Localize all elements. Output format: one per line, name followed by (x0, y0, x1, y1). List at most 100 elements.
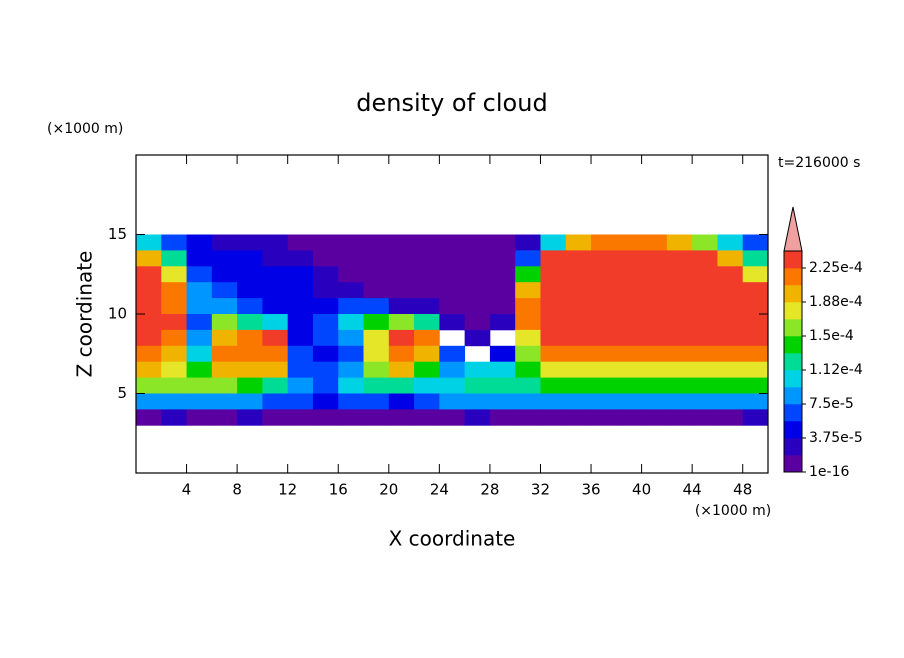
contour-cell (742, 314, 768, 331)
contour-cell (262, 314, 289, 331)
colorbar-tick-label: 3.75e-5 (809, 430, 863, 446)
contour-cell (666, 234, 693, 251)
contour-cell (591, 282, 617, 299)
contour-cell (464, 409, 491, 426)
contour-cell (742, 345, 768, 363)
chart-title: density of cloud (356, 89, 547, 117)
contour-cell (414, 329, 440, 347)
contour-cell (312, 234, 339, 251)
contour-cell (186, 377, 213, 394)
colorbar-tick-label: 1.5e-4 (809, 328, 854, 344)
contour-cell (464, 266, 491, 283)
contour-cell (717, 298, 744, 315)
contour-cell (237, 250, 263, 267)
contour-cell (641, 282, 668, 299)
x-tick-label: 36 (581, 481, 600, 499)
colorbar-band (784, 285, 802, 303)
contour-cell (262, 393, 289, 410)
contour-cell (489, 377, 516, 394)
contour-cell (717, 266, 744, 283)
contour-cell (616, 329, 642, 347)
contour-cell (287, 409, 314, 426)
contour-cell (363, 250, 390, 267)
contour-cell (363, 329, 390, 347)
contour-cell (312, 409, 339, 426)
contour-cell (363, 393, 390, 410)
contour-cell (666, 329, 693, 347)
contour-cell (565, 377, 592, 394)
colorbar-band (784, 268, 802, 286)
contour-cell (262, 377, 289, 394)
contour-cell (287, 250, 314, 267)
y-tick-label: 15 (108, 225, 127, 243)
contour-cell (742, 282, 768, 299)
x-tick-label: 12 (278, 481, 297, 499)
contour-cell (641, 377, 668, 394)
contour-cell (186, 314, 213, 331)
contour-cell (540, 298, 567, 315)
contour-cell (388, 266, 415, 283)
contour-cell (464, 377, 491, 394)
contour-cell (388, 329, 415, 347)
contour-cell (591, 298, 617, 315)
contour-cell (414, 266, 440, 283)
contour-cell (388, 377, 415, 394)
contour-cell (717, 234, 744, 251)
contour-cell (338, 314, 364, 331)
contour-cell (464, 282, 491, 299)
contour-cell (186, 409, 213, 426)
colorbar: 1e-16 3.75e-5 7.5e-5 1.12e-4 1.5e-4 1.88e-4 2.… (783, 206, 863, 480)
contour-cell (692, 393, 718, 410)
x-tick-label: 16 (329, 481, 348, 499)
colorbar-band (784, 319, 802, 337)
colorbar-band (784, 404, 802, 422)
contour-cell (388, 314, 415, 331)
contour-cell (414, 250, 440, 267)
contour-cell (591, 329, 617, 347)
contour-field (136, 234, 768, 426)
contour-cell (388, 282, 415, 299)
contour-cell (464, 393, 491, 410)
colorbar-band (784, 438, 802, 456)
x-tick-label: 44 (683, 481, 702, 499)
contour-cell (237, 361, 263, 378)
contour-cell (414, 345, 440, 363)
contour-cell (312, 314, 339, 331)
contour-cell (287, 298, 314, 315)
contour-cell (439, 234, 466, 251)
contour-cell (312, 282, 339, 299)
contour-cell (136, 393, 162, 410)
contour-cell (641, 234, 668, 251)
contour-cell (211, 329, 238, 347)
contour-cell (464, 329, 491, 347)
contour-cell (591, 393, 617, 410)
contour-cell (388, 361, 415, 378)
contour-cell (666, 298, 693, 315)
contour-cell (439, 393, 466, 410)
contour-cell (692, 345, 718, 363)
contour-cell (136, 409, 162, 426)
contour-cell (692, 377, 718, 394)
contour-cell (540, 282, 567, 299)
contour-cell (237, 409, 263, 426)
contour-cell (591, 250, 617, 267)
contour-cell (363, 409, 390, 426)
contour-cell (439, 361, 466, 378)
contour-cell (237, 234, 263, 251)
contour-cell (666, 266, 693, 283)
contour-cell (565, 329, 592, 347)
contour-cell (666, 361, 693, 378)
colorbar-band (784, 421, 802, 439)
contour-cell (136, 234, 162, 251)
x-tick-label: 8 (232, 481, 242, 499)
contour-cell (464, 234, 491, 251)
contour-cell (287, 266, 314, 283)
contour-cell (287, 234, 314, 251)
contour-cell (692, 266, 718, 283)
contour-cell (312, 266, 339, 283)
contour-cell (565, 314, 592, 331)
contour-cell (666, 393, 693, 410)
contour-cell (439, 282, 466, 299)
contour-cell (616, 282, 642, 299)
